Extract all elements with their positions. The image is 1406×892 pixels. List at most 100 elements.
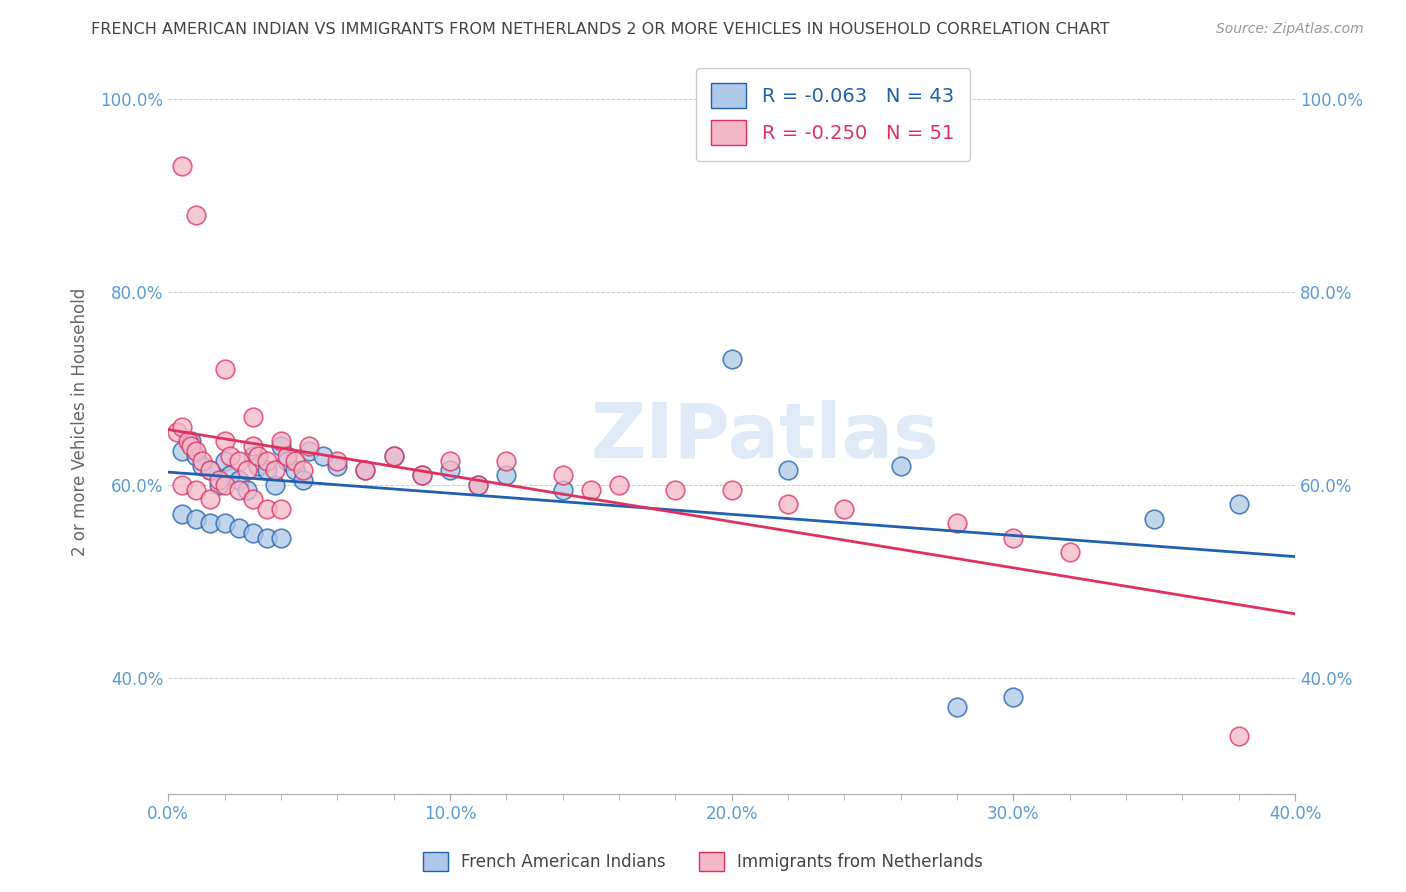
Point <box>214 516 236 531</box>
Point <box>247 458 270 473</box>
Point <box>276 449 298 463</box>
Point <box>200 516 222 531</box>
Point <box>276 454 298 468</box>
Point <box>326 454 349 468</box>
Point <box>200 463 222 477</box>
Point <box>264 478 287 492</box>
Point <box>214 434 236 449</box>
Text: ZIPatlas: ZIPatlas <box>591 400 939 474</box>
Point <box>270 434 292 449</box>
Point <box>242 410 264 425</box>
Point <box>228 454 250 468</box>
Point <box>495 468 517 483</box>
Point <box>256 502 278 516</box>
Point <box>180 439 202 453</box>
Point <box>208 478 231 492</box>
Point <box>242 526 264 541</box>
Point <box>172 420 194 434</box>
Point <box>236 483 259 497</box>
Text: Source: ZipAtlas.com: Source: ZipAtlas.com <box>1216 22 1364 37</box>
Point <box>228 483 250 497</box>
Point <box>186 449 208 463</box>
Point <box>439 463 461 477</box>
Point <box>551 483 574 497</box>
Point <box>1227 729 1250 743</box>
Point <box>312 449 335 463</box>
Point <box>186 208 208 222</box>
Point <box>270 439 292 453</box>
Point <box>270 531 292 545</box>
Point <box>172 507 194 521</box>
Point <box>495 454 517 468</box>
Y-axis label: 2 or more Vehicles in Household: 2 or more Vehicles in Household <box>72 288 89 557</box>
Point <box>382 449 405 463</box>
Point <box>228 473 250 487</box>
Point <box>1002 531 1025 545</box>
Point <box>326 458 349 473</box>
Point <box>284 454 307 468</box>
Point <box>172 160 194 174</box>
Point <box>166 425 188 439</box>
Point <box>411 468 433 483</box>
Point <box>551 468 574 483</box>
Point <box>298 444 321 458</box>
Point <box>467 478 489 492</box>
Point <box>720 483 742 497</box>
Point <box>292 473 315 487</box>
Point <box>256 531 278 545</box>
Point <box>219 449 242 463</box>
Point <box>256 463 278 477</box>
Point <box>186 511 208 525</box>
Point <box>664 483 686 497</box>
Point <box>256 454 278 468</box>
Point <box>776 497 799 511</box>
Point <box>236 463 259 477</box>
Point <box>208 473 231 487</box>
Point <box>186 483 208 497</box>
Legend: French American Indians, Immigrants from Netherlands: French American Indians, Immigrants from… <box>415 843 991 880</box>
Point <box>186 444 208 458</box>
Point <box>228 521 250 535</box>
Point <box>219 468 242 483</box>
Point <box>579 483 602 497</box>
Point <box>264 463 287 477</box>
Point <box>354 463 377 477</box>
Point <box>411 468 433 483</box>
Point <box>200 463 222 477</box>
Point <box>439 454 461 468</box>
Text: FRENCH AMERICAN INDIAN VS IMMIGRANTS FROM NETHERLANDS 2 OR MORE VEHICLES IN HOUS: FRENCH AMERICAN INDIAN VS IMMIGRANTS FRO… <box>91 22 1109 37</box>
Point <box>776 463 799 477</box>
Point <box>354 463 377 477</box>
Point <box>191 458 214 473</box>
Point <box>247 449 270 463</box>
Point <box>946 516 969 531</box>
Point <box>1143 511 1166 525</box>
Point <box>284 463 307 477</box>
Point <box>177 434 200 449</box>
Point <box>180 434 202 449</box>
Point <box>214 362 236 376</box>
Point <box>890 458 912 473</box>
Point <box>191 454 214 468</box>
Point <box>946 699 969 714</box>
Point <box>298 439 321 453</box>
Point <box>382 449 405 463</box>
Point <box>214 454 236 468</box>
Point <box>242 449 264 463</box>
Legend: R = -0.063   N = 43, R = -0.250   N = 51: R = -0.063 N = 43, R = -0.250 N = 51 <box>696 68 970 161</box>
Point <box>1002 690 1025 705</box>
Point <box>172 444 194 458</box>
Point <box>467 478 489 492</box>
Point <box>832 502 855 516</box>
Point <box>1059 545 1081 559</box>
Point <box>200 492 222 507</box>
Point <box>242 492 264 507</box>
Point <box>270 502 292 516</box>
Point <box>242 439 264 453</box>
Point <box>720 352 742 367</box>
Point <box>1227 497 1250 511</box>
Point <box>172 478 194 492</box>
Point <box>292 463 315 477</box>
Point <box>214 478 236 492</box>
Point <box>607 478 630 492</box>
